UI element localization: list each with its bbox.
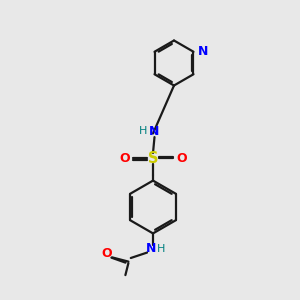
Text: O: O bbox=[119, 152, 130, 165]
Text: N: N bbox=[197, 45, 208, 58]
Text: O: O bbox=[176, 152, 187, 165]
Text: H: H bbox=[139, 126, 148, 136]
Text: N: N bbox=[146, 242, 156, 256]
Text: S: S bbox=[148, 151, 158, 166]
Text: N: N bbox=[149, 124, 160, 138]
Text: H: H bbox=[157, 244, 166, 254]
Text: O: O bbox=[101, 247, 112, 260]
